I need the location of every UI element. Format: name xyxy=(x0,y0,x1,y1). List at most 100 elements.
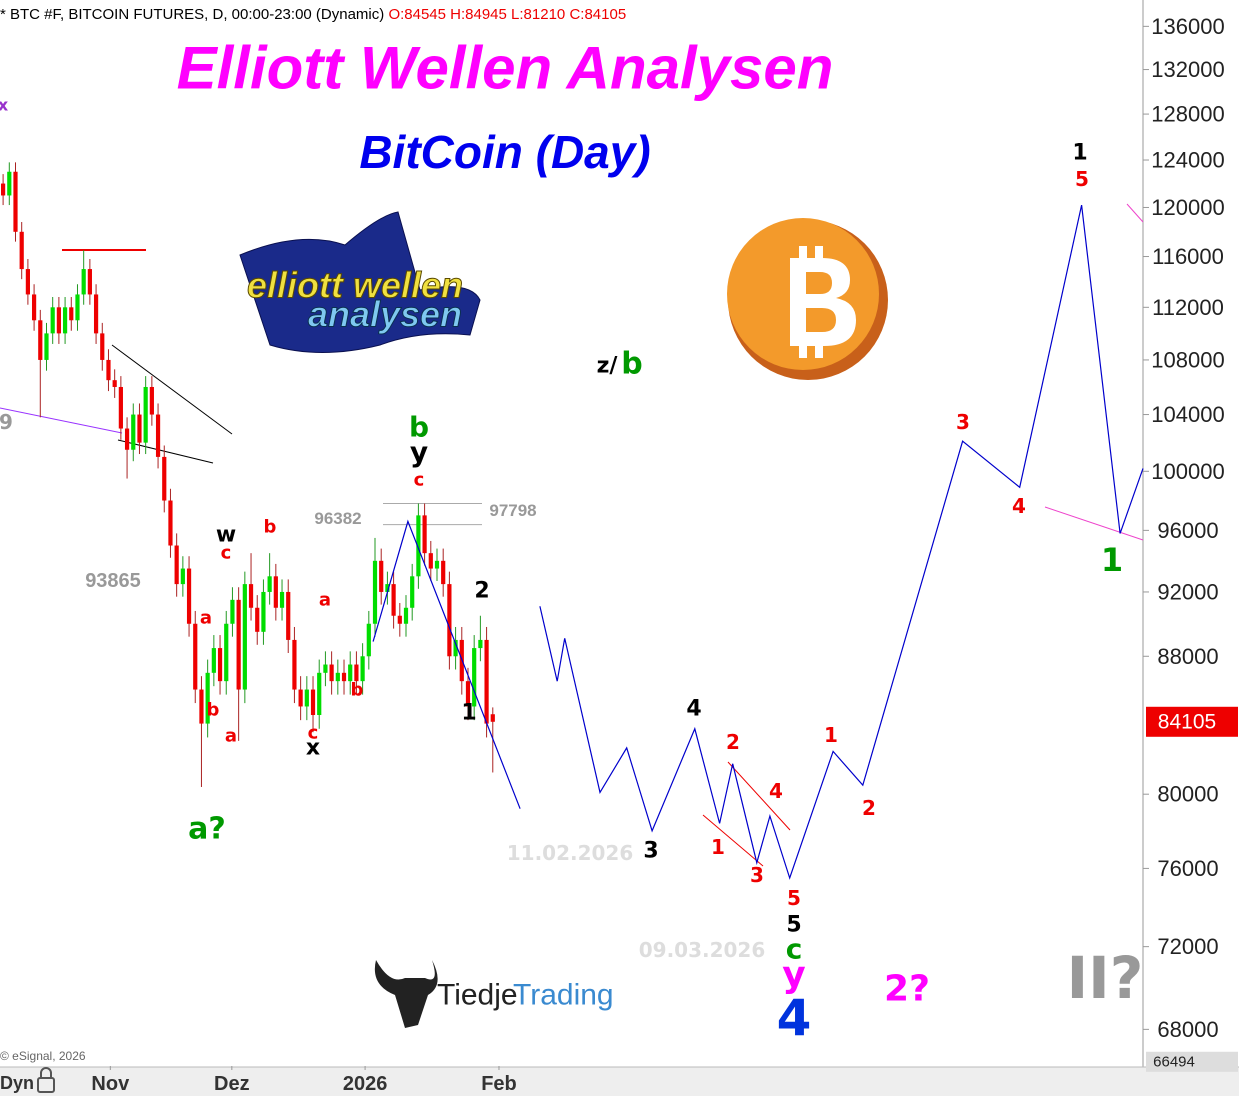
header-text: * BTC #F, BITCOIN FUTURES, D, 00:00-23:0… xyxy=(0,6,384,23)
x-tick-label: 2026 xyxy=(343,1073,388,1095)
wave-label: b xyxy=(351,680,364,701)
candle-body xyxy=(484,639,489,724)
candle-body xyxy=(323,664,328,673)
wave-label: 3 xyxy=(643,839,658,864)
wave-label: II? xyxy=(1067,944,1144,1012)
wave-label: y xyxy=(782,955,805,996)
candle-body xyxy=(93,294,99,334)
wave-label: 2 xyxy=(726,730,740,754)
candle-body xyxy=(422,515,427,554)
wave-label: a xyxy=(319,590,331,611)
logo-flag xyxy=(239,211,481,353)
y-tick-label: 128000 xyxy=(1151,102,1224,127)
candle-body xyxy=(193,623,198,690)
candle-body xyxy=(25,269,30,295)
logo-text: elliott wellen xyxy=(247,265,463,306)
candle-body xyxy=(100,333,105,360)
channel-line xyxy=(727,761,791,831)
candle-body xyxy=(385,584,390,592)
logo-text: analysen xyxy=(308,294,462,335)
candle-body xyxy=(397,615,402,624)
candle-body xyxy=(50,307,55,334)
logo-text: Tiedje xyxy=(437,979,518,1012)
y-tick-label: 92000 xyxy=(1157,579,1218,604)
candle-body xyxy=(124,428,130,450)
last-price-tag xyxy=(1146,706,1238,737)
candle-body xyxy=(69,307,74,321)
readout-label: 66494 xyxy=(1153,1053,1195,1070)
logo-tiedje: Tiedje Trading xyxy=(374,960,614,1028)
candle-body xyxy=(267,576,272,592)
candle-body xyxy=(149,386,154,415)
projection-line xyxy=(539,204,1144,880)
wave-label: x xyxy=(306,736,320,761)
y-tick-label: 112000 xyxy=(1152,295,1224,320)
wave-label: c xyxy=(221,543,232,564)
wave-label: x xyxy=(0,96,9,115)
candle-body xyxy=(62,307,68,334)
wave-label: 4 xyxy=(1012,494,1026,518)
channel-line xyxy=(1126,203,1144,223)
candle-body xyxy=(137,414,142,443)
candle-body xyxy=(341,672,347,682)
candle-body xyxy=(75,294,80,321)
candle-body xyxy=(174,545,179,585)
trend-line xyxy=(0,407,123,434)
readout-tag xyxy=(1146,1051,1238,1072)
y-tick-label: 132000 xyxy=(1151,57,1224,82)
candle-body xyxy=(168,500,173,546)
wave-label: 5 xyxy=(787,886,801,910)
wave-label: 1 xyxy=(461,701,476,726)
wave-label: 11.02.2026 xyxy=(507,841,634,865)
candle-body xyxy=(106,359,111,381)
candle-body xyxy=(224,623,229,682)
wave-label: 4 xyxy=(777,989,812,1047)
wave-label: c xyxy=(308,723,319,744)
candle-body xyxy=(242,584,247,690)
chart-title: Elliott Wellen Analysen xyxy=(177,35,834,102)
candle-body xyxy=(131,414,136,450)
candle-body xyxy=(453,639,458,657)
channel-line xyxy=(702,814,764,867)
wave-label: 1 xyxy=(711,835,725,859)
candle-body xyxy=(372,560,378,624)
candle-body xyxy=(441,560,446,585)
candle-body xyxy=(366,623,371,657)
candle-body xyxy=(472,648,477,707)
level-label: 93865 xyxy=(85,570,141,592)
wave-label: 4 xyxy=(769,779,783,803)
y-tick-label: 120000 xyxy=(1151,195,1224,220)
coin-symbol xyxy=(799,344,807,358)
x-tick-label: Feb xyxy=(481,1073,517,1095)
candle-body xyxy=(211,648,216,673)
candle-body xyxy=(478,639,483,649)
candle-body xyxy=(112,380,117,387)
copyright: © eSignal, 2026 xyxy=(0,1049,86,1063)
y-tick-label: 68000 xyxy=(1157,1017,1218,1042)
y-tick-label: 72000 xyxy=(1157,934,1218,959)
wave-label: b xyxy=(621,347,642,382)
wave-label: w xyxy=(216,523,236,548)
candle-body xyxy=(335,672,340,682)
candle-body xyxy=(87,269,92,295)
logo-text: Trading xyxy=(513,979,614,1012)
candle-body xyxy=(317,672,322,716)
candle-body xyxy=(391,584,396,616)
wave-label: 3 xyxy=(956,410,970,434)
candle-body xyxy=(81,269,86,295)
candle-body xyxy=(428,553,433,569)
candle-body xyxy=(205,672,210,724)
candle-body xyxy=(490,714,495,722)
y-tick-label: 116000 xyxy=(1152,244,1224,269)
candle-body xyxy=(348,664,353,682)
lock-icon xyxy=(37,1067,55,1093)
candle-body xyxy=(0,183,6,196)
candle-body xyxy=(292,639,297,690)
lock-body xyxy=(37,1077,55,1093)
x-tick-label: Dez xyxy=(214,1073,250,1095)
candle-body xyxy=(379,560,384,592)
wave-label: 2 xyxy=(862,796,876,820)
coin-symbol xyxy=(815,344,823,358)
wave-label: a xyxy=(200,608,212,629)
